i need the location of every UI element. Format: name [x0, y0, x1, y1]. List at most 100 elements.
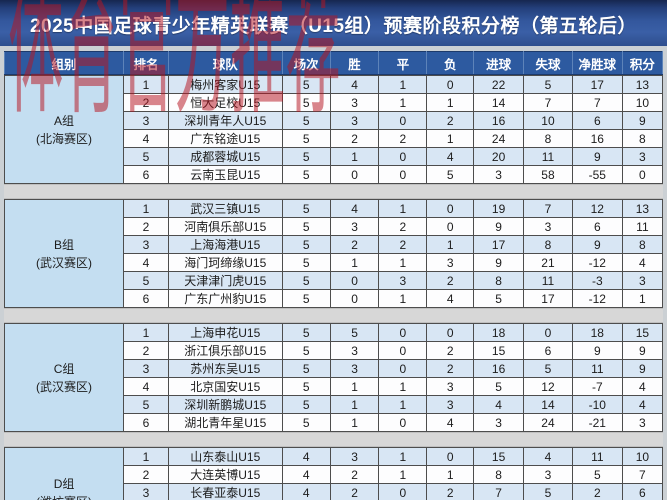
goals-against-cell: 12	[523, 377, 573, 396]
goals-for-cell: 5	[473, 289, 525, 308]
team-cell: 苏州东吴U15	[167, 359, 283, 378]
goals-for-cell: 22	[473, 75, 525, 94]
goals-for-cell: 16	[473, 111, 525, 130]
team-cell: 大连英博U15	[167, 465, 283, 484]
matches-cell: 5	[281, 289, 331, 308]
wins-cell: 4	[329, 75, 380, 94]
team-cell: 云南玉昆U15	[167, 165, 283, 184]
points-cell: 10	[621, 447, 664, 466]
goals-for-cell: 9	[473, 217, 525, 236]
rank-cell: 3	[123, 359, 169, 378]
group-region: (武汉赛区)	[36, 379, 93, 394]
table-row: 2 恒大足校U15 5 3 1 1 14 7 7 10	[5, 93, 664, 112]
column-header: 组别	[3, 51, 125, 75]
wins-cell: 2	[329, 483, 380, 500]
matches-cell: 4	[281, 483, 331, 500]
rank-cell: 1	[123, 323, 169, 342]
table-row: 3 长春亚泰U15 4 2 0 2 7 5 2 6	[5, 483, 664, 500]
losses-cell: 2	[426, 111, 475, 130]
draws-cell: 1	[378, 93, 428, 112]
wins-cell: 0	[329, 165, 380, 184]
team-cell: 山东泰山U15	[167, 447, 283, 466]
column-header: 场次	[281, 51, 331, 75]
points-cell: 13	[621, 199, 664, 218]
rank-cell: 2	[123, 217, 169, 236]
team-cell: 成都蓉城U15	[167, 147, 283, 166]
points-cell: 3	[621, 413, 664, 432]
points-cell: 3	[621, 147, 664, 166]
losses-cell: 2	[426, 359, 475, 378]
goals-for-cell: 15	[473, 341, 525, 360]
wins-cell: 1	[329, 395, 380, 414]
draws-cell: 1	[378, 465, 428, 484]
table-row: A组 (北海赛区) 1 梅州客家U15 5 4 1 0 22 5 17 13	[3, 75, 664, 184]
standings-header-table: 组别 排名 球队 场次胜平负进球 失球 净胜球 积分	[3, 51, 664, 75]
points-cell: 9	[621, 359, 664, 378]
goal-diff-cell: 9	[571, 341, 623, 360]
losses-cell: 0	[426, 217, 475, 236]
group-region: (武汉赛区)	[36, 255, 93, 270]
matches-cell: 5	[281, 75, 331, 94]
table-row: 3 上海海港U15 5 2 2 1 17 8 9 8	[5, 235, 664, 254]
column-header: 排名	[123, 51, 169, 75]
goals-for-cell: 7	[473, 483, 525, 500]
goals-against-cell: 21	[523, 253, 573, 272]
wins-cell: 3	[329, 93, 380, 112]
matches-cell: 5	[281, 323, 331, 342]
goals-against-cell: 11	[523, 271, 573, 290]
losses-cell: 1	[426, 235, 475, 254]
wins-cell: 1	[329, 413, 380, 432]
rank-cell: 6	[123, 413, 169, 432]
points-cell: 9	[621, 341, 664, 360]
table-row: 6 云南玉昆U15 5 0 0 5 3 58 -55 0	[5, 165, 664, 184]
losses-cell: 2	[426, 483, 475, 500]
rank-cell: 3	[123, 111, 169, 130]
draws-cell: 3	[378, 271, 428, 290]
goals-for-cell: 5	[473, 377, 525, 396]
matches-cell: 4	[281, 465, 331, 484]
column-header: 负	[426, 51, 475, 75]
table-row: 5 深圳新鹏城U15 5 1 1 3 4 14 -10 4	[5, 395, 664, 414]
losses-cell: 4	[426, 289, 475, 308]
goal-diff-cell: 2	[571, 483, 623, 500]
table-row: 6 湖北青年星U15 5 1 0 4 3 24 -21 3	[5, 413, 664, 432]
title-bar: 2025中国足球青少年精英联赛（U15组）预赛阶段积分榜（第五轮后）	[0, 0, 667, 46]
points-cell: 9	[621, 111, 664, 130]
team-cell: 上海申花U15	[167, 323, 283, 342]
goal-diff-cell: 6	[571, 111, 623, 130]
rank-cell: 6	[123, 165, 169, 184]
team-cell: 河南俱乐部U15	[167, 217, 283, 236]
points-cell: 8	[621, 235, 664, 254]
matches-cell: 5	[281, 377, 331, 396]
matches-cell: 5	[281, 199, 331, 218]
goal-diff-cell: 18	[571, 323, 623, 342]
group-cell: B组 (武汉赛区)	[3, 199, 125, 308]
wins-cell: 1	[329, 377, 380, 396]
draws-cell: 0	[378, 359, 428, 378]
page-title: 2025中国足球青少年精英联赛（U15组）预赛阶段积分榜（第五轮后）	[29, 16, 638, 37]
points-cell: 4	[621, 377, 664, 396]
goals-against-cell: 7	[523, 93, 573, 112]
rank-cell: 6	[123, 289, 169, 308]
group-table: A组 (北海赛区) 1 梅州客家U15 5 4 1 0 22 5 17 13 2 恒大足校U15 5 3 1 1 1…	[3, 75, 664, 184]
goals-for-cell: 16	[473, 359, 525, 378]
losses-cell: 1	[426, 129, 475, 148]
table-row: C组 (武汉赛区) 1 上海申花U15 5 5 0 0 18 0 18 15	[3, 323, 664, 432]
goals-against-cell: 5	[523, 483, 573, 500]
wins-cell: 0	[329, 289, 380, 308]
goal-diff-cell: 12	[571, 199, 623, 218]
draws-cell: 0	[378, 483, 428, 500]
draws-cell: 1	[378, 377, 428, 396]
goal-diff-cell: -21	[571, 413, 623, 432]
losses-cell: 4	[426, 147, 475, 166]
losses-cell: 3	[426, 377, 475, 396]
matches-cell: 5	[281, 341, 331, 360]
wins-cell: 4	[329, 199, 380, 218]
team-cell: 湖北青年星U15	[167, 413, 283, 432]
matches-cell: 5	[281, 271, 331, 290]
table-row: 2 浙江俱乐部U15 5 3 0 2 15 6 9 9	[5, 341, 664, 360]
wins-cell: 3	[329, 359, 380, 378]
matches-cell: 5	[281, 235, 331, 254]
